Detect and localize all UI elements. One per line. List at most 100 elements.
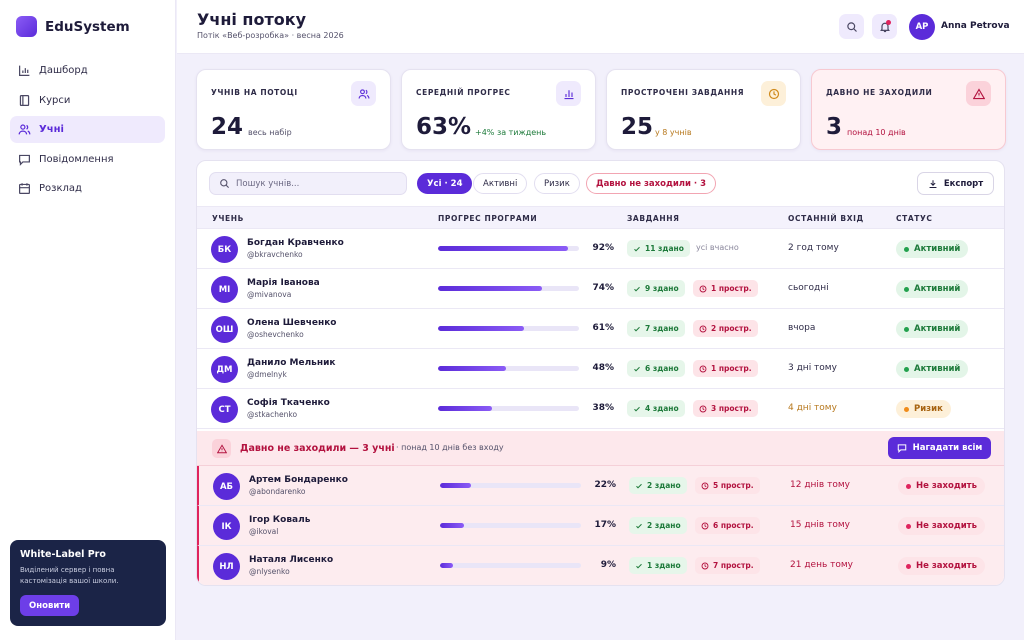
page-title: Учні потоку	[197, 10, 307, 29]
late-count: 2 простр.	[711, 324, 752, 333]
brand-logo-icon	[16, 16, 37, 37]
section-subtitle: · понад 10 днів без входу	[396, 443, 504, 452]
stat-card-inactive: ДАВНО НЕ ЗАХОДИЛИ 3 понад 10 днів	[811, 69, 1006, 150]
search-button[interactable]	[839, 14, 864, 39]
search-placeholder: Пошук учнів...	[236, 178, 300, 189]
student-name[interactable]: Богдан Кравченко	[247, 238, 344, 248]
sidebar-item-messages[interactable]: Повідомлення	[10, 146, 165, 173]
table-row[interactable]: ІК Ігор Коваль @ikoval 17% 2 здано 6 про…	[197, 506, 1004, 546]
stat-icon-wrap	[556, 81, 581, 106]
student-avatar: МІ	[211, 276, 238, 303]
progress-fill	[438, 326, 524, 331]
student-name[interactable]: Марія Іванова	[247, 278, 320, 288]
check-icon	[634, 406, 640, 411]
remind-all-button[interactable]: Нагадати всім	[888, 437, 991, 459]
done-count: 11 здано	[645, 244, 684, 253]
student-name[interactable]: Софія Ткаченко	[247, 398, 330, 408]
progress-bar	[438, 286, 579, 291]
filter-chip-risk[interactable]: Ризик	[534, 173, 580, 194]
progress-percent: 74%	[592, 283, 614, 293]
late-badge: 6 простр.	[695, 517, 760, 534]
sidebar: EduSystem Дашборд Курси Учні Повідомленн…	[0, 0, 176, 640]
promo-card: White-Label Pro Виділений сервер і повна…	[10, 540, 166, 626]
stat-label: ПРОСТРОЧЕНІ ЗАВДАННЯ	[621, 88, 745, 97]
brand-name: EduSystem	[45, 18, 130, 35]
progress-bar	[440, 483, 581, 488]
table-row[interactable]: НЛ Наталя Лисенко @nlysenko 9% 1 здано 7…	[197, 546, 1004, 585]
search-icon	[220, 179, 230, 189]
stat-value: 63%	[416, 114, 472, 140]
notification-dot	[886, 20, 891, 25]
late-count: 3 простр.	[711, 404, 752, 413]
progress-bar	[438, 366, 579, 371]
student-avatar: БК	[211, 236, 238, 263]
done-count: 2 здано	[647, 481, 681, 490]
check-icon	[634, 246, 640, 251]
student-name[interactable]: Данило Мельник	[247, 358, 336, 368]
user-avatar[interactable]: АР	[909, 14, 935, 40]
table-row[interactable]: МІ Марія Іванова @mivanova 74% 9 здано 1…	[197, 269, 1004, 309]
last-login: 3 дні тому	[788, 363, 837, 373]
student-username: @abondarenko	[249, 487, 306, 496]
sidebar-item-students[interactable]: Учні	[10, 116, 165, 143]
student-username: @nlysenko	[249, 567, 290, 576]
table-row[interactable]: БК Богдан Кравченко @bkravchenko 92% 11 …	[197, 229, 1004, 269]
progress-fill	[438, 366, 506, 371]
filter-chip-active[interactable]: Активні	[473, 173, 528, 194]
stat-note: понад 10 днів	[847, 128, 906, 137]
late-badge: 3 простр.	[693, 400, 758, 417]
student-name[interactable]: Ігор Коваль	[249, 515, 311, 525]
status-dot	[906, 523, 911, 529]
last-login: сьогодні	[788, 283, 829, 293]
done-badge: 2 здано	[629, 517, 687, 534]
progress-percent: 17%	[594, 520, 616, 530]
done-count: 1 здано	[647, 561, 681, 570]
student-avatar: НЛ	[213, 553, 240, 580]
upgrade-button[interactable]: Оновити	[20, 595, 80, 616]
alert-icon	[972, 87, 985, 99]
sidebar-item-courses[interactable]: Курси	[10, 87, 165, 114]
chart-icon	[19, 65, 30, 76]
search-input[interactable]: Пошук учнів...	[209, 172, 407, 195]
table-row[interactable]: АБ Артем Бондаренко @abondarenko 22% 2 з…	[197, 466, 1004, 506]
last-login: 12 днів тому	[790, 480, 850, 490]
calendar-icon	[19, 183, 30, 194]
sidebar-item-dashboard[interactable]: Дашборд	[10, 57, 165, 84]
message-icon	[19, 154, 30, 166]
column-header: ПРОГРЕС ПРОГРАМИ	[438, 214, 538, 223]
student-name[interactable]: Наталя Лисенко	[249, 555, 334, 565]
status-dot	[904, 406, 909, 412]
user-name[interactable]: Anna Petrova	[941, 21, 1010, 31]
table-row[interactable]: ДМ Данило Мельник @dmelnyk 48% 6 здано 1…	[197, 349, 1004, 389]
filter-chip-inactive[interactable]: Давно не заходили · 3	[586, 173, 717, 194]
done-count: 9 здано	[645, 284, 679, 293]
search-icon	[846, 21, 857, 32]
progress-fill	[440, 483, 472, 488]
promo-title: White-Label Pro	[20, 549, 106, 560]
column-header: ОСТАННІЙ ВХІД	[788, 214, 864, 223]
late-count: 6 простр.	[713, 521, 754, 530]
progress-bar	[440, 523, 581, 528]
sidebar-item-label: Повідомлення	[39, 153, 114, 165]
notifications-button[interactable]	[872, 14, 897, 39]
table-row[interactable]: СТ Софія Ткаченко @stkachenko 38% 4 здан…	[197, 389, 1004, 429]
done-badge: 7 здано	[627, 320, 685, 337]
stat-icon-wrap	[966, 81, 991, 106]
bar-chart-icon	[564, 89, 573, 99]
filter-chip-all[interactable]: Усі · 24	[417, 173, 473, 194]
clock-icon	[699, 405, 707, 412]
last-login: вчора	[788, 323, 816, 333]
student-name[interactable]: Артем Бондаренко	[249, 475, 348, 485]
brand[interactable]: EduSystem	[0, 0, 175, 37]
status-badge: Не заходить	[898, 517, 985, 535]
stat-value: 24	[211, 114, 244, 140]
table-row[interactable]: ОШ Олена Шевченко @oshevchenko 61% 7 зда…	[197, 309, 1004, 349]
progress-percent: 22%	[594, 480, 616, 490]
student-username: @mivanova	[247, 290, 292, 299]
export-button[interactable]: Експорт	[917, 172, 994, 195]
sidebar-item-schedule[interactable]: Розклад	[10, 175, 165, 202]
student-username: @bkravchenko	[247, 250, 303, 259]
clock-icon	[699, 325, 707, 332]
done-count: 7 здано	[645, 324, 679, 333]
student-name[interactable]: Олена Шевченко	[247, 318, 337, 328]
